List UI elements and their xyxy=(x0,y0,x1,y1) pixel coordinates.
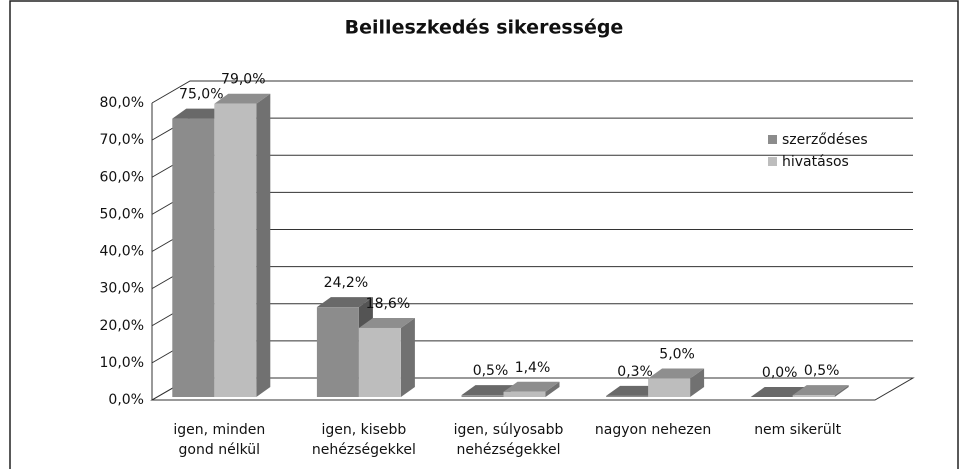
bar-top xyxy=(358,317,415,328)
bar-top xyxy=(503,381,560,392)
frame xyxy=(9,0,959,469)
value-label: 24,2% xyxy=(324,275,368,291)
x-tick-label: igen, kisebb nehézségekkel xyxy=(311,422,416,458)
bar-top xyxy=(750,387,807,397)
value-label: 1,4% xyxy=(515,360,551,376)
legend-marker xyxy=(768,157,777,166)
legend-label: szerződéses xyxy=(782,132,868,148)
bar xyxy=(172,118,215,397)
bar-top xyxy=(648,368,705,379)
x-tick-label: igen, súlyosabb nehézségekkel xyxy=(453,422,564,458)
x-tick-label: nem sikerült xyxy=(754,422,842,438)
value-label: 75,0% xyxy=(179,87,223,103)
bar-top xyxy=(316,297,373,308)
legend-marker xyxy=(768,135,777,144)
bar xyxy=(503,391,546,397)
y-tick-label: 80,0% xyxy=(100,95,144,111)
value-label: 0,5% xyxy=(473,363,509,379)
bar xyxy=(648,378,691,397)
y-tick-label: 30,0% xyxy=(100,281,144,297)
bar-top xyxy=(792,385,849,396)
bar xyxy=(358,327,401,397)
legend-label: hivatásos xyxy=(782,154,849,170)
value-label: 18,6% xyxy=(366,296,410,312)
bar-side xyxy=(400,317,415,397)
x-tick-label: nagyon nehezen xyxy=(594,422,712,438)
bar-side xyxy=(690,368,705,397)
bar-top xyxy=(214,93,271,104)
y-tick-label: 10,0% xyxy=(100,355,144,371)
bar-side xyxy=(256,93,271,398)
bar-side xyxy=(545,381,560,397)
chart-title: Beilleszkedés sikeressége xyxy=(345,17,624,39)
value-label: 0,5% xyxy=(804,363,840,379)
bar xyxy=(606,395,649,397)
value-label: 0,0% xyxy=(762,365,798,381)
y-tick-label: 70,0% xyxy=(100,132,144,148)
y-tick-label: 20,0% xyxy=(100,318,144,334)
bar xyxy=(316,307,359,397)
grid-line xyxy=(151,80,913,104)
bar xyxy=(461,395,504,397)
bar xyxy=(792,395,835,397)
bar-side xyxy=(834,385,849,397)
value-label: 5,0% xyxy=(659,346,695,362)
value-label: 0,3% xyxy=(617,364,653,380)
x-tick-label: igen, minden gond nélkül xyxy=(173,422,266,458)
y-tick-label: 40,0% xyxy=(100,244,144,260)
y-tick-label: 50,0% xyxy=(100,206,144,222)
bar xyxy=(214,103,257,398)
value-label: 79,0% xyxy=(221,72,265,88)
y-tick-label: 60,0% xyxy=(100,169,144,185)
y-tick-label: 0,0% xyxy=(108,392,144,408)
